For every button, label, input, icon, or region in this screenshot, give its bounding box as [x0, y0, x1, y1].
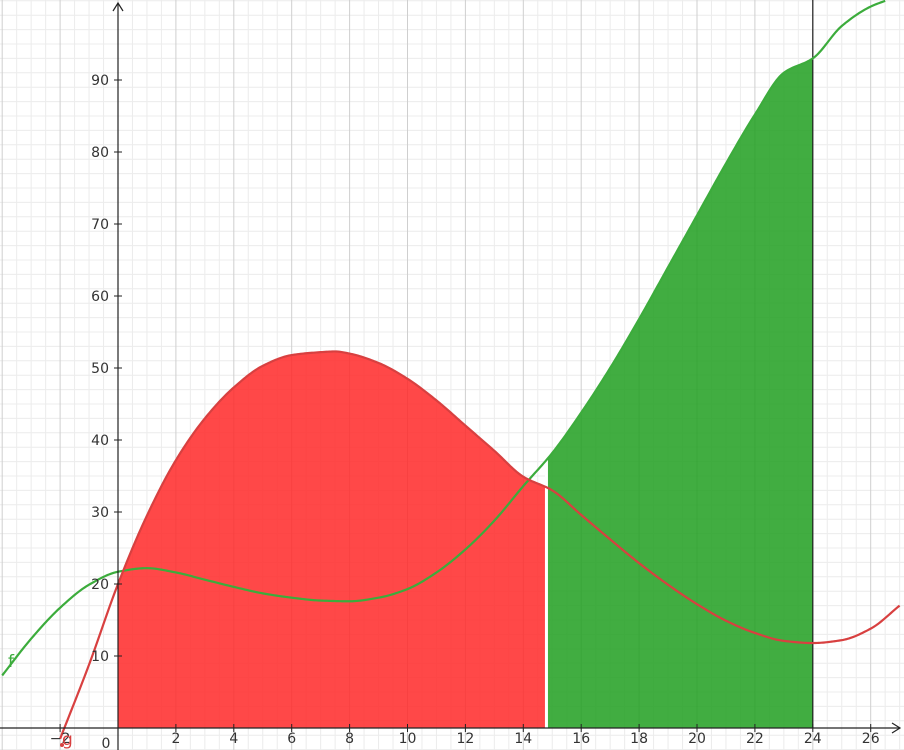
shaded-region-g — [118, 351, 547, 728]
x-tick-label: 26 — [862, 731, 880, 747]
y-tick-label: 10 — [91, 649, 109, 665]
curve-label-f[interactable]: f — [8, 652, 15, 672]
tick-labels: −2 0 2 4 6 8 10 12 14 16 18 20 22 24 26102030405060708… — [50, 73, 880, 750]
x-tick-label: 20 — [688, 731, 706, 747]
x-tick-label: 4 — [229, 731, 238, 747]
curve-labels: fg — [8, 652, 73, 750]
x-tick-label: 22 — [746, 731, 764, 747]
x-axis-arrow-icon — [891, 722, 902, 734]
x-tick-label: 2 — [171, 731, 180, 747]
y-axis-arrow-icon — [112, 1, 124, 12]
y-tick-label: 60 — [91, 289, 109, 305]
x-tick-label: 0 — [102, 736, 111, 750]
curve-f[interactable] — [1, 0, 886, 677]
x-tick-label: 18 — [630, 731, 648, 747]
y-tick-label: 20 — [91, 577, 109, 593]
curve-g-label-anchor-icon — [60, 743, 64, 747]
x-tick-label: 6 — [287, 731, 296, 747]
x-tick-label: 8 — [345, 731, 354, 747]
y-tick-label: 80 — [91, 145, 109, 161]
shaded-regions — [118, 0, 814, 728]
x-tick-label: 24 — [804, 731, 822, 747]
x-tick-label: 10 — [399, 731, 417, 747]
x-tick-label: 12 — [456, 731, 474, 747]
x-tick-label: 14 — [514, 731, 532, 747]
y-tick-label: 50 — [91, 361, 109, 377]
y-tick-label: 30 — [91, 505, 109, 521]
shaded-region-f — [546, 58, 813, 728]
y-tick-label: 40 — [91, 433, 109, 449]
x-tick-label: −2 — [50, 731, 71, 747]
curve-label-g[interactable]: g — [62, 730, 73, 750]
x-tick-label: 16 — [572, 731, 590, 747]
y-tick-label: 70 — [91, 217, 109, 233]
y-tick-label: 90 — [91, 73, 109, 89]
curve-g[interactable] — [59, 350, 901, 740]
